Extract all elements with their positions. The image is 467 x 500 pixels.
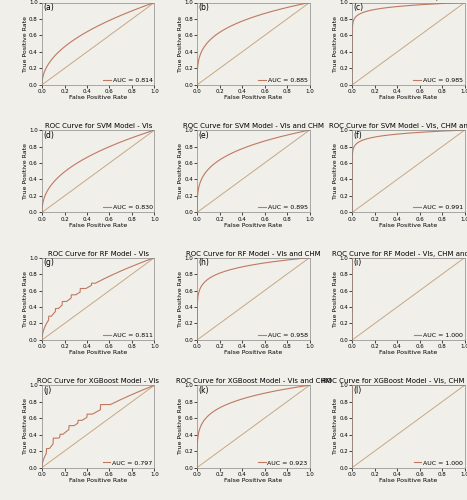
X-axis label: False Positive Rate: False Positive Rate [379,96,438,100]
Text: (f): (f) [354,131,362,140]
Text: (j): (j) [43,386,51,395]
Text: (l): (l) [354,386,361,395]
X-axis label: False Positive Rate: False Positive Rate [379,478,438,483]
Title: ROC Curve for RF Model - VIs, CHM and TCA: ROC Curve for RF Model - VIs, CHM and TC… [332,250,467,256]
Title: ROC Curve for RF Model - VIs: ROC Curve for RF Model - VIs [48,250,149,256]
Y-axis label: True Positive Rate: True Positive Rate [333,398,338,454]
Title: ROC Curve for SVM Model - VIs: ROC Curve for SVM Model - VIs [44,123,152,129]
Y-axis label: True Positive Rate: True Positive Rate [178,16,183,72]
Title: ROC Curve for XGBoost Model - VIs, CHM and TCA: ROC Curve for XGBoost Model - VIs, CHM a… [322,378,467,384]
Title: ROC Curve for kNN Model - VIs, CHM and TCA: ROC Curve for kNN Model - VIs, CHM and T… [329,0,467,2]
Y-axis label: True Positive Rate: True Positive Rate [178,143,183,199]
Y-axis label: True Positive Rate: True Positive Rate [23,16,28,72]
Text: (g): (g) [43,258,54,268]
Legend: AUC = 1.000: AUC = 1.000 [414,332,463,338]
Legend: AUC = 0.885: AUC = 0.885 [258,78,308,83]
X-axis label: False Positive Rate: False Positive Rate [69,96,127,100]
Y-axis label: True Positive Rate: True Positive Rate [333,16,338,72]
X-axis label: False Positive Rate: False Positive Rate [69,223,127,228]
Title: ROC Curve for SVM Model - VIs and CHM: ROC Curve for SVM Model - VIs and CHM [183,123,324,129]
X-axis label: False Positive Rate: False Positive Rate [69,478,127,483]
Title: ROC Curve for kNN Model - VIs: ROC Curve for kNN Model - VIs [45,0,152,2]
Text: (c): (c) [354,4,363,13]
X-axis label: False Positive Rate: False Positive Rate [224,350,283,356]
X-axis label: False Positive Rate: False Positive Rate [224,478,283,483]
Text: (e): (e) [198,131,209,140]
Text: (b): (b) [198,4,209,13]
Legend: AUC = 0.797: AUC = 0.797 [103,460,153,466]
Text: (k): (k) [198,386,209,395]
X-axis label: False Positive Rate: False Positive Rate [224,223,283,228]
Legend: AUC = 0.895: AUC = 0.895 [258,205,308,210]
Legend: AUC = 0.814: AUC = 0.814 [103,78,153,83]
Title: ROC Curve for SVM Model - VIs, CHM and TCA: ROC Curve for SVM Model - VIs, CHM and T… [329,123,467,129]
Text: (h): (h) [198,258,209,268]
Title: ROC Curve for RF Model - VIs and CHM: ROC Curve for RF Model - VIs and CHM [186,250,321,256]
Legend: AUC = 0.958: AUC = 0.958 [258,332,308,338]
Legend: AUC = 1.000: AUC = 1.000 [414,460,463,466]
Legend: AUC = 0.991: AUC = 0.991 [413,205,463,210]
X-axis label: False Positive Rate: False Positive Rate [379,223,438,228]
X-axis label: False Positive Rate: False Positive Rate [69,350,127,356]
Y-axis label: True Positive Rate: True Positive Rate [333,271,338,327]
Y-axis label: True Positive Rate: True Positive Rate [178,398,183,454]
Y-axis label: True Positive Rate: True Positive Rate [23,271,28,327]
Title: ROC Curve for XGBoost Model - VIs: ROC Curve for XGBoost Model - VIs [37,378,159,384]
Legend: AUC = 0.985: AUC = 0.985 [413,78,463,83]
Title: ROC Curve for kNN Model - VIs and CHM: ROC Curve for kNN Model - VIs and CHM [183,0,324,2]
X-axis label: False Positive Rate: False Positive Rate [379,350,438,356]
Text: (i): (i) [354,258,361,268]
Y-axis label: True Positive Rate: True Positive Rate [23,143,28,199]
Y-axis label: True Positive Rate: True Positive Rate [178,271,183,327]
Text: (a): (a) [43,4,54,13]
Legend: AUC = 0.923: AUC = 0.923 [258,460,308,466]
Legend: AUC = 0.811: AUC = 0.811 [103,332,153,338]
Legend: AUC = 0.830: AUC = 0.830 [103,205,153,210]
Text: (d): (d) [43,131,54,140]
Y-axis label: True Positive Rate: True Positive Rate [333,143,338,199]
Y-axis label: True Positive Rate: True Positive Rate [23,398,28,454]
Title: ROC Curve for XGBoost Model - VIs and CHM: ROC Curve for XGBoost Model - VIs and CH… [176,378,331,384]
X-axis label: False Positive Rate: False Positive Rate [224,96,283,100]
